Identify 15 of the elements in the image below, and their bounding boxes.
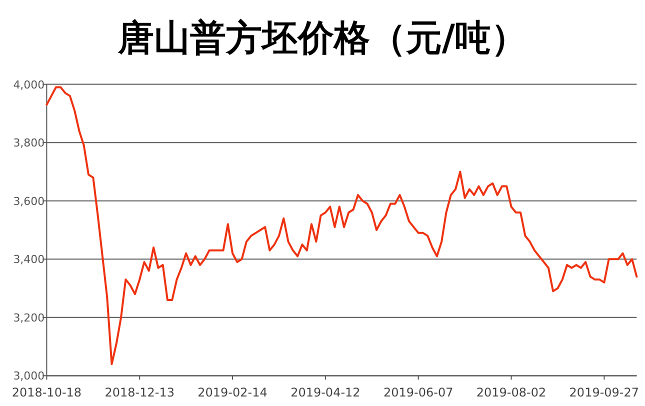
x-tick-label: 2019-08-02 bbox=[476, 386, 546, 400]
chart-title: 唐山普方坯价格（元/吨） bbox=[116, 17, 528, 59]
x-tick-label: 2018-10-18 bbox=[12, 386, 82, 400]
line-series bbox=[46, 86, 638, 366]
y-tick-label: 3,000 bbox=[13, 370, 45, 383]
y-tick-label: 3,800 bbox=[13, 136, 45, 150]
y-tick-label: 3,400 bbox=[13, 253, 45, 266]
y-tick-label: 3,600 bbox=[13, 194, 45, 208]
x-tick-label: 2019-04-12 bbox=[290, 386, 360, 400]
x-tick-label: 2018-12-13 bbox=[104, 386, 174, 400]
x-tick-label: 2019-02-14 bbox=[198, 386, 268, 400]
y-tick-label: 4,000 bbox=[13, 78, 45, 92]
x-tick-label: 2019-09-27 bbox=[569, 386, 640, 400]
x-tick-label: 2019-06-07 bbox=[383, 386, 454, 400]
y-tick-label: 3,200 bbox=[13, 311, 45, 324]
